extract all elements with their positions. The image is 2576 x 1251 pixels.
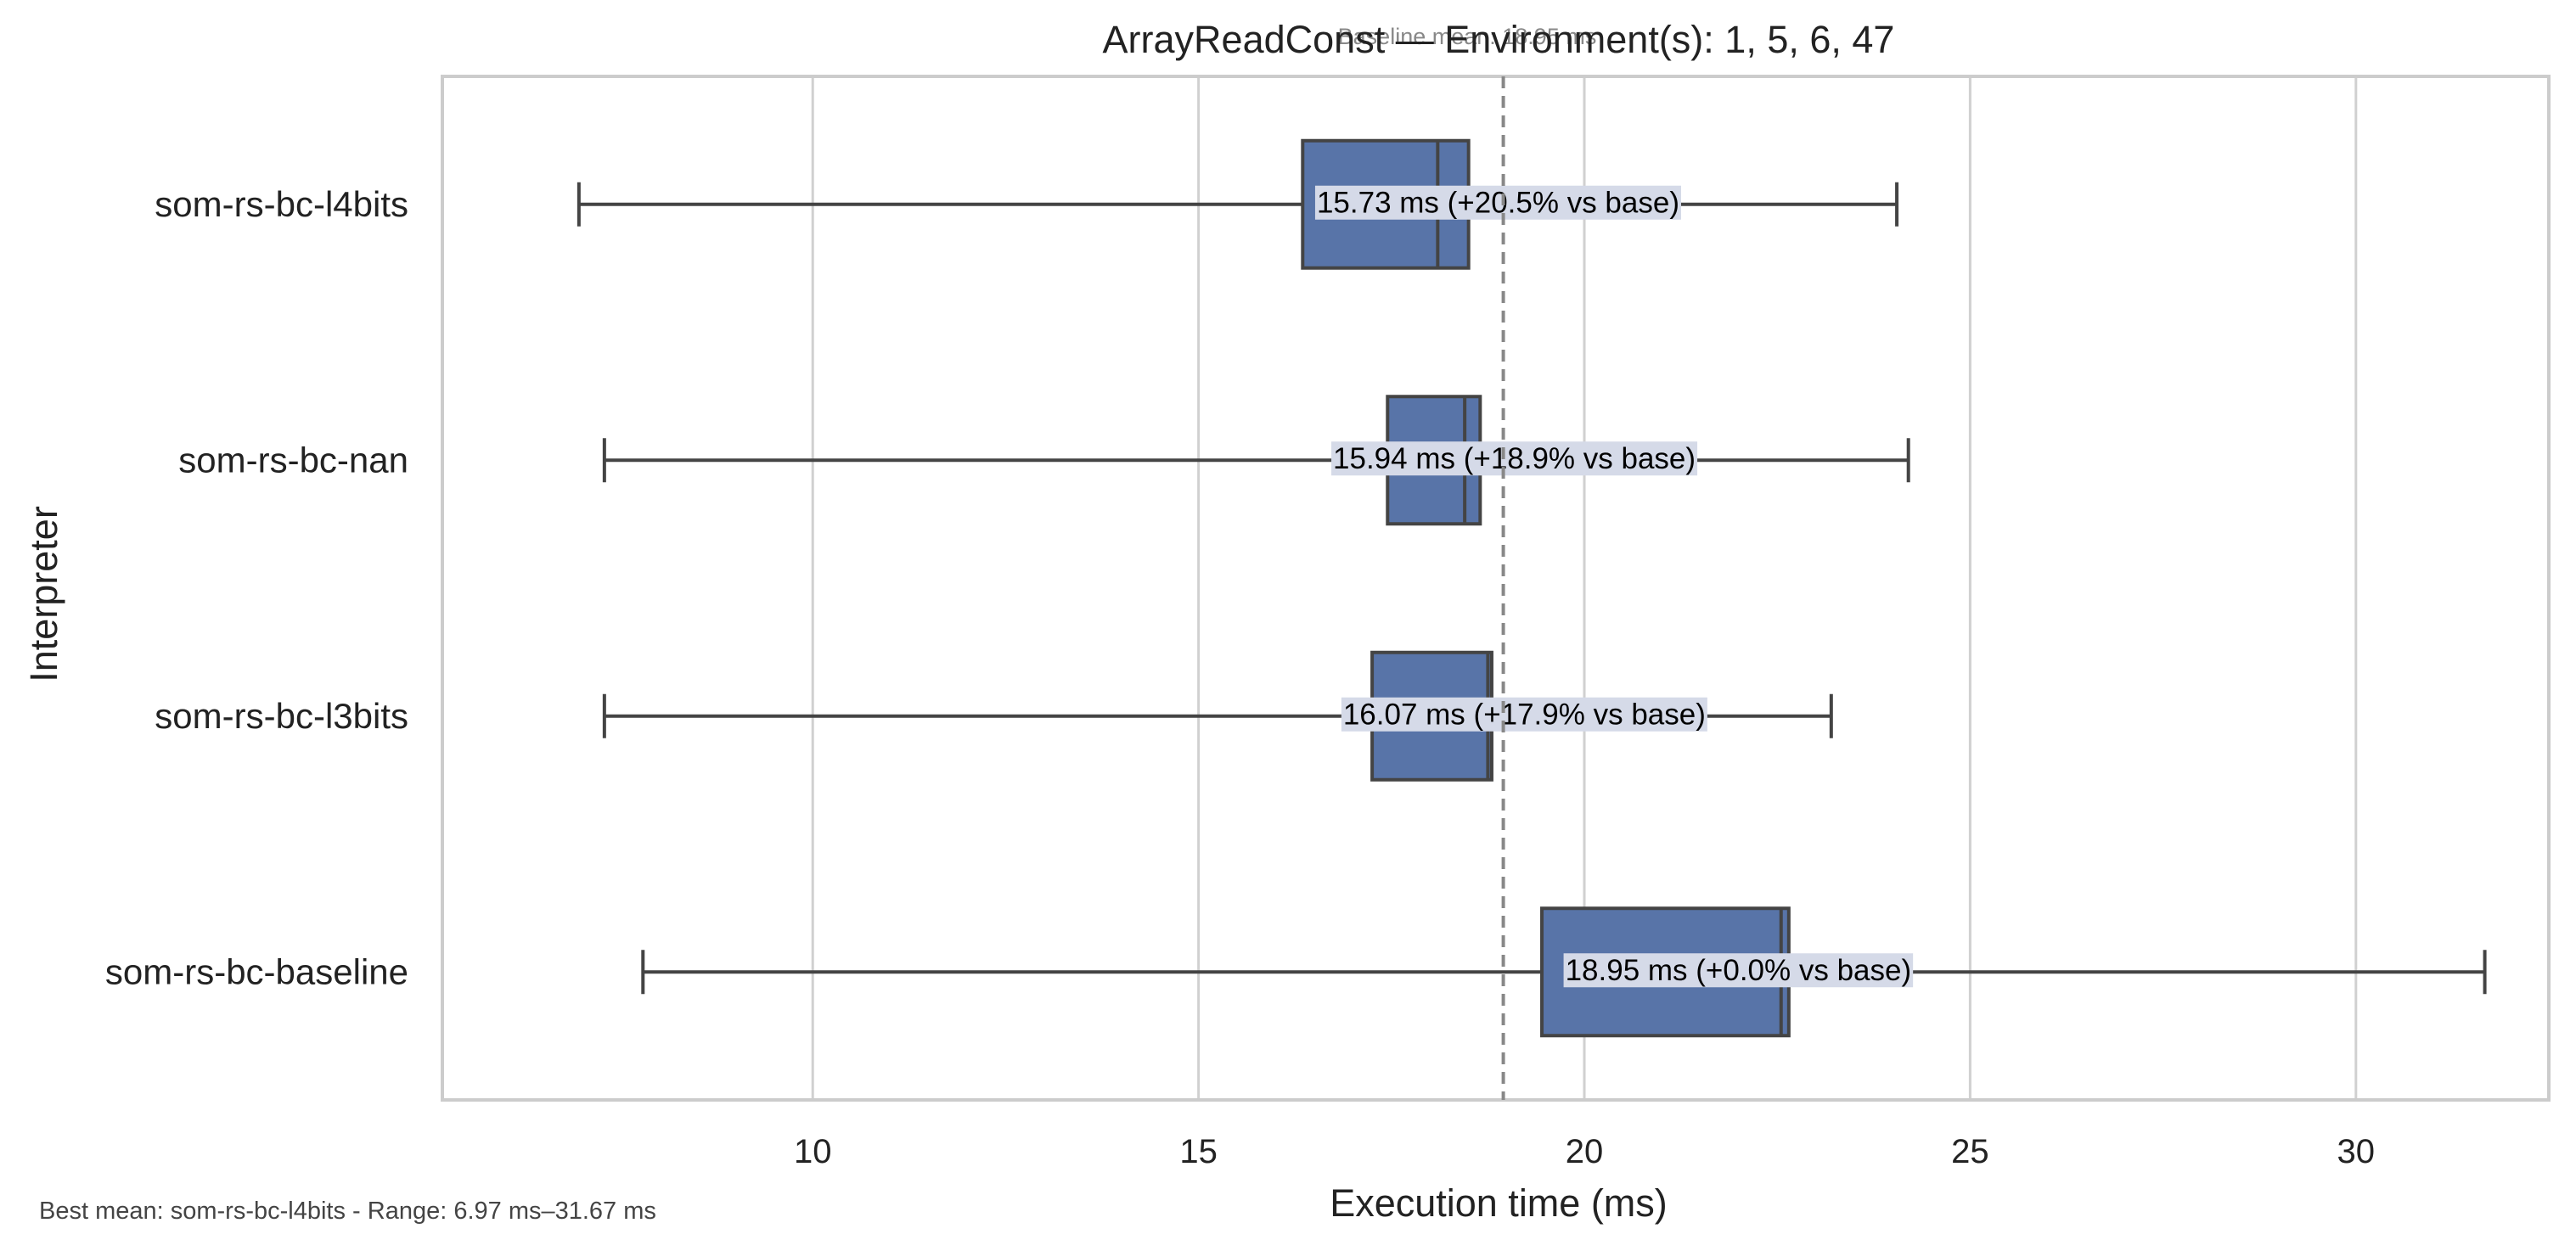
x-tick-label: 30 <box>2337 1133 2376 1170</box>
x-tick-label: 20 <box>1566 1133 1604 1170</box>
mean-annotation: 15.73 ms (+20.5% vs base) <box>1317 186 1679 219</box>
mean-annotation: 15.94 ms (+18.9% vs base) <box>1333 442 1696 475</box>
y-axis-label: Interpreter <box>22 506 65 682</box>
x-tick-label: 15 <box>1179 1133 1218 1170</box>
box-som-rs-bc-l3bits: 16.07 ms (+17.9% vs base) <box>602 650 1833 782</box>
box-som-rs-bc-l4bits: 15.73 ms (+20.5% vs base) <box>577 138 1899 270</box>
baseline-label: Baseline mean: 18.95 ms <box>1338 24 1597 49</box>
mean-annotation: 18.95 ms (+0.0% vs base) <box>1566 954 1912 987</box>
chart-title: ArrayReadConst — Environment(s): 1, 5, 6… <box>1103 18 1895 61</box>
annotation-background <box>1314 185 1681 220</box>
x-tick-label: 25 <box>1951 1133 1989 1170</box>
y-category-labels: som-rs-bc-l4bits som-rs-bc-nan som-rs-bc-l… <box>105 184 408 992</box>
box-series: 15.73 ms (+20.5% vs base) 15.94 ms (+18.9… <box>577 138 2487 1038</box>
x-tick-labels: 10 15 20 25 30 <box>794 1133 2375 1170</box>
annotation-background <box>1341 697 1707 732</box>
plot-frame <box>441 75 2551 1102</box>
mean-annotation: 16.07 ms (+17.9% vs base) <box>1343 698 1706 731</box>
x-axis-label: Execution time (ms) <box>1330 1181 1668 1225</box>
box-som-rs-bc-nan: 15.94 ms (+18.9% vs base) <box>602 395 1910 526</box>
annotation-background <box>1563 953 1914 988</box>
y-category-label: som-rs-bc-nan <box>178 440 408 480</box>
y-category-label: som-rs-bc-l3bits <box>155 696 408 736</box>
x-tick-label: 10 <box>794 1133 832 1170</box>
y-category-label: som-rs-bc-baseline <box>105 951 408 991</box>
y-category-label: som-rs-bc-l4bits <box>155 184 408 224</box>
footer-note: Best mean: som-rs-bc-l4bits - Range: 6.9… <box>39 1198 656 1225</box>
annotation-background <box>1331 441 1698 476</box>
box-som-rs-bc-baseline: 18.95 ms (+0.0% vs base) <box>641 906 2487 1038</box>
